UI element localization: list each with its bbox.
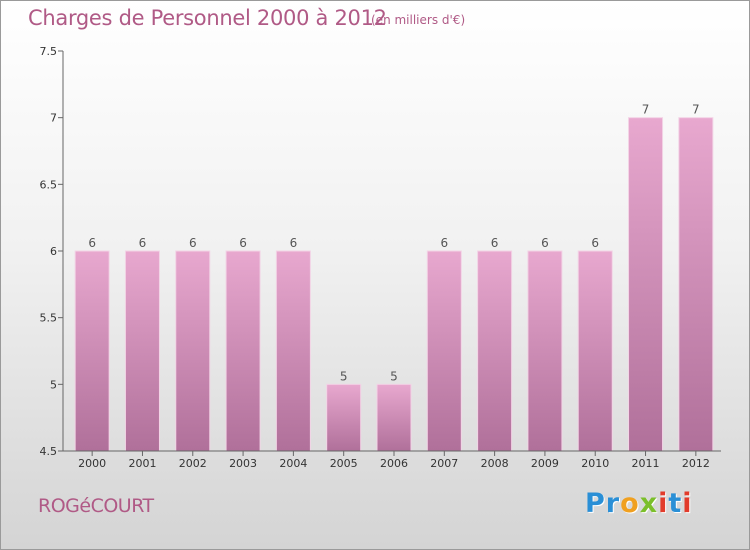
x-tick-label: 2006 — [380, 457, 408, 470]
bar-2002 — [175, 250, 211, 452]
value-label: 6 — [239, 236, 247, 250]
value-label: 7 — [642, 103, 650, 117]
x-tick-label: 2010 — [581, 457, 609, 470]
x-tick-label: 2009 — [531, 457, 559, 470]
bar-2008 — [477, 250, 513, 452]
logo-letter: x — [639, 488, 659, 519]
logo-letter: i — [658, 488, 669, 519]
value-label: 6 — [88, 236, 96, 250]
value-label: 7 — [692, 103, 700, 117]
x-tick-label: 2003 — [229, 457, 257, 470]
value-label: 6 — [440, 236, 448, 250]
logo-letter: P — [585, 488, 606, 519]
x-tick-label: 2008 — [481, 457, 509, 470]
x-tick-label: 2012 — [682, 457, 710, 470]
value-label: 6 — [290, 236, 298, 250]
value-label: 6 — [139, 236, 147, 250]
bar-2004 — [275, 250, 311, 452]
bar-2007 — [426, 250, 462, 452]
x-tick-label: 2001 — [128, 457, 156, 470]
logo-letter: t — [668, 488, 683, 519]
value-label: 6 — [189, 236, 197, 250]
bar-2003 — [225, 250, 261, 452]
commune-name: ROGéCOURT — [38, 495, 154, 517]
x-tick-label: 2004 — [279, 457, 307, 470]
y-tick-label: 6.5 — [40, 178, 58, 191]
y-tick-label: 7.5 — [40, 45, 58, 58]
value-label: 5 — [390, 369, 398, 383]
y-tick-label: 7 — [50, 112, 57, 125]
bar-2010 — [577, 250, 613, 452]
x-tick-label: 2011 — [632, 457, 660, 470]
value-label: 5 — [340, 369, 348, 383]
y-tick-label: 4.5 — [40, 445, 58, 458]
value-label: 6 — [491, 236, 499, 250]
bar-2011 — [628, 117, 664, 452]
logo-letter: o — [620, 488, 640, 519]
y-tick-label: 6 — [50, 245, 57, 258]
x-tick-label: 2000 — [78, 457, 106, 470]
bar-2001 — [124, 250, 160, 452]
bar-2012 — [678, 117, 714, 452]
x-tick-label: 2005 — [330, 457, 358, 470]
logo-letter: r — [605, 488, 621, 519]
y-tick-label: 5 — [50, 378, 57, 391]
x-tick-label: 2002 — [179, 457, 207, 470]
bar-2009 — [527, 250, 563, 452]
chart-subtitle: (en milliers d'€) — [371, 13, 466, 27]
bar-2005 — [326, 383, 362, 452]
chart-title: Charges de Personnel 2000 à 2012 — [28, 6, 387, 30]
y-tick-label: 5.5 — [40, 312, 58, 325]
bar-2000 — [74, 250, 110, 452]
proxiti-logo[interactable]: Proxiti — [585, 488, 693, 519]
x-tick-label: 2007 — [430, 457, 458, 470]
value-label: 6 — [541, 236, 549, 250]
bar-2006 — [376, 383, 412, 452]
value-label: 6 — [591, 236, 599, 250]
logo-letter: i — [682, 488, 693, 519]
